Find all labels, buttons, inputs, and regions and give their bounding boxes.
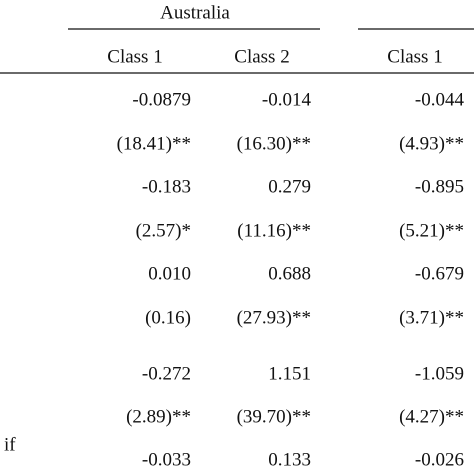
table-cell: (11.16)** (237, 220, 311, 241)
table-cell: (3.71)** (399, 307, 464, 328)
table-cell: (39.70)** (237, 406, 311, 427)
table-cell: -0.026 (415, 449, 464, 470)
table-cell: (2.57)* (136, 220, 191, 241)
table-cell: -0.272 (142, 363, 191, 384)
table-cell: (4.27)** (399, 406, 464, 427)
table-cell: 1.151 (268, 363, 311, 384)
table-cell: -0.679 (415, 263, 464, 284)
table-cell: 0.133 (268, 449, 311, 470)
table-cell: -1.059 (415, 363, 464, 384)
table-cell: -0.044 (415, 89, 465, 110)
table-cell: (16.30)** (237, 133, 311, 154)
table-cell: (18.41)** (117, 133, 191, 154)
group-header: Australia (160, 2, 230, 23)
table-cell: 0.688 (268, 263, 311, 284)
table-cell: -0.0879 (132, 89, 191, 110)
table-cell: -0.014 (262, 89, 312, 110)
table-cell: 0.010 (148, 263, 191, 284)
table-cell: (5.21)** (399, 220, 464, 241)
column-header: Class 2 (234, 46, 289, 67)
table-cell: (27.93)** (237, 307, 311, 328)
table-cell: (0.16) (145, 307, 191, 328)
table-cell: (4.93)** (399, 133, 464, 154)
table-cell: 0.279 (268, 176, 311, 197)
column-header: Class 1 (387, 46, 442, 67)
row-label: if (4, 434, 16, 455)
table-cell: -0.895 (415, 176, 464, 197)
table-cell: (2.89)** (126, 406, 191, 427)
table-cell: -0.183 (142, 176, 191, 197)
table-cell: -0.033 (142, 449, 191, 470)
column-header: Class 1 (107, 46, 162, 67)
